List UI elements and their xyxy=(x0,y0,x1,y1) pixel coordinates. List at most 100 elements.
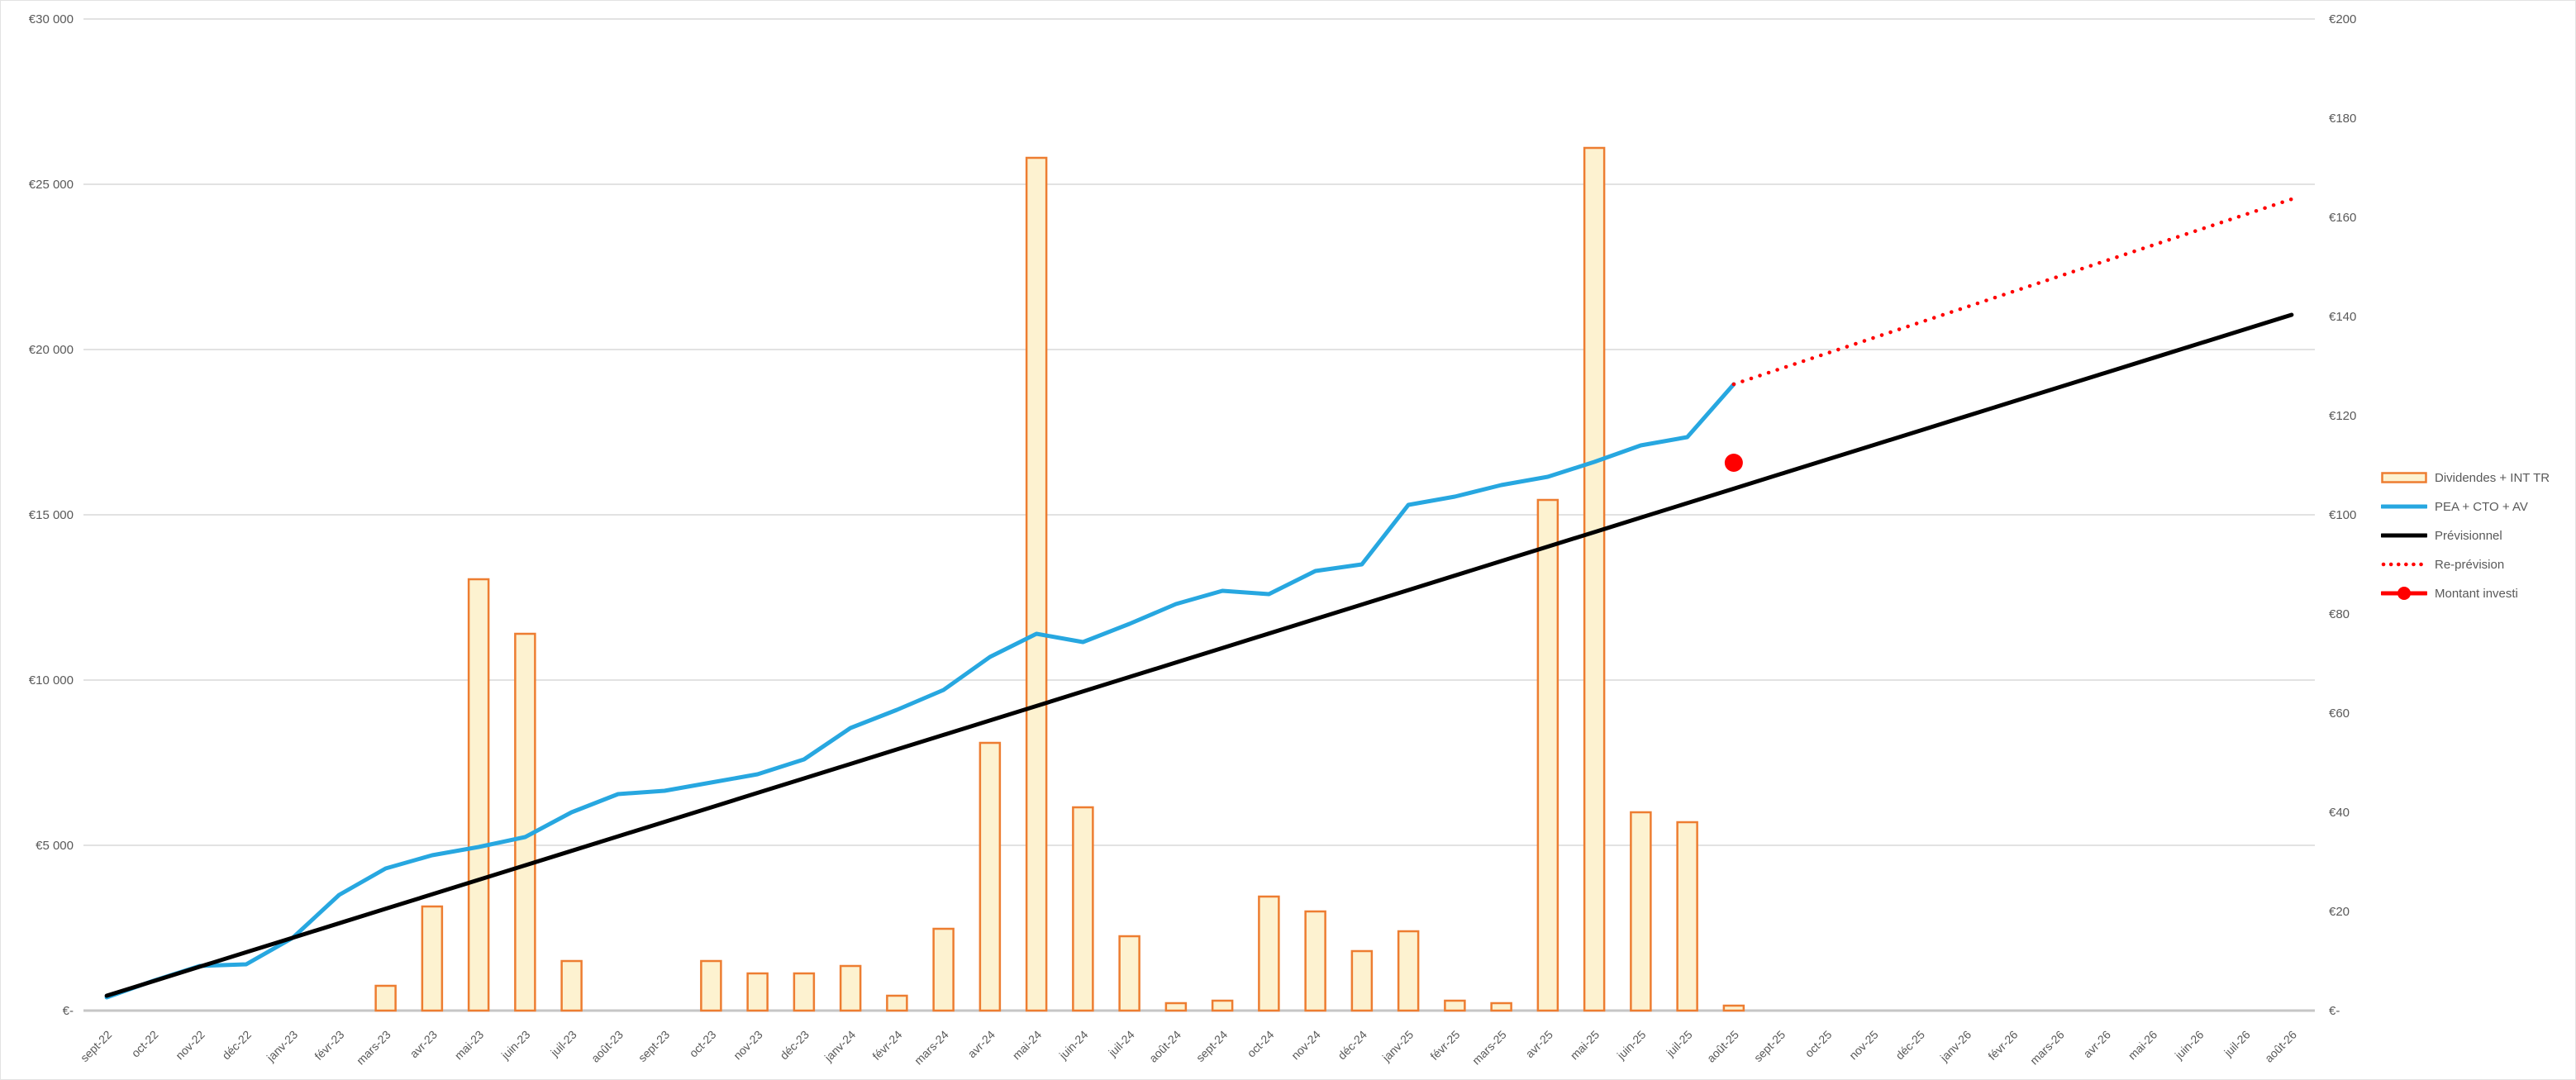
bar-dividendes xyxy=(1722,1004,1745,1012)
y-tick-label-left: €- xyxy=(63,1004,74,1018)
bar-dividendes xyxy=(1676,821,1698,1012)
bar-dividendes xyxy=(839,964,862,1012)
x-tick-label: nov-25 xyxy=(1846,1028,1881,1063)
y-tick-label-right: €60 xyxy=(2329,707,2350,721)
bar-dividendes xyxy=(1490,1001,1512,1012)
bar-dividendes xyxy=(1630,811,1652,1012)
x-tick-label: mars-25 xyxy=(1469,1028,1509,1068)
x-tick-label: déc-23 xyxy=(777,1028,812,1063)
x-tick-label: avr-24 xyxy=(965,1028,998,1061)
bar-dividendes xyxy=(421,905,444,1012)
x-tick-label: août-24 xyxy=(1146,1028,1183,1065)
x-tick-label: juin-26 xyxy=(2172,1028,2207,1063)
x-tick-label: janv-25 xyxy=(1379,1028,1417,1065)
x-tick-label: juil-26 xyxy=(2221,1028,2253,1060)
y-tick-label-right: €40 xyxy=(2329,806,2350,820)
y-tick-label-left: €15 000 xyxy=(29,508,74,522)
x-tick-label: nov-22 xyxy=(173,1028,207,1063)
x-tick-label: juin-23 xyxy=(498,1028,533,1063)
legend-swatch-blue-line-icon xyxy=(2381,504,2427,509)
legend-label: Dividendes + INT TR xyxy=(2435,470,2550,485)
x-tick-label: mai-24 xyxy=(1010,1028,1045,1063)
bar-dividendes xyxy=(467,578,490,1012)
x-tick-label: mars-26 xyxy=(2027,1028,2067,1068)
legend-item-pea-cto-av: PEA + CTO + AV xyxy=(2381,497,2550,516)
legend-label: Montant investi xyxy=(2435,586,2518,601)
x-tick-label: mai-23 xyxy=(452,1028,487,1063)
x-tick-label: juil-23 xyxy=(547,1028,579,1060)
y-tick-label-right: €100 xyxy=(2329,508,2356,522)
y-tick-label-left: €20 000 xyxy=(29,343,74,357)
x-tick-label: juin-24 xyxy=(1056,1028,1091,1063)
legend-item-montant-investi: Montant investi xyxy=(2381,584,2550,602)
legend-swatch-red-marker-line-icon xyxy=(2381,587,2427,600)
bar-dividendes xyxy=(374,984,397,1012)
x-tick-label: déc-22 xyxy=(219,1028,254,1063)
x-tick-label: août-23 xyxy=(588,1028,626,1065)
bar-dividendes xyxy=(1025,156,1048,1012)
x-tick-label: avr-23 xyxy=(407,1028,440,1061)
x-tick-label: juil-24 xyxy=(1105,1028,1137,1060)
y-tick-label-right: €140 xyxy=(2329,310,2356,324)
x-tick-label: oct-23 xyxy=(687,1028,719,1060)
bar-dividendes xyxy=(1583,146,1606,1012)
legend-swatch-red-dotted-line-icon xyxy=(2381,562,2427,567)
bar-dividendes xyxy=(1536,498,1559,1012)
x-tick-label: oct-24 xyxy=(1245,1028,1277,1060)
bar-dividendes xyxy=(1072,806,1094,1012)
x-tick-label: nov-23 xyxy=(731,1028,765,1063)
x-tick-label: mars-23 xyxy=(354,1028,393,1068)
bar-dividendes xyxy=(1211,999,1234,1012)
x-tick-label: août-25 xyxy=(1704,1028,1741,1065)
legend-label: PEA + CTO + AV xyxy=(2435,499,2528,514)
bar-dividendes xyxy=(886,994,908,1012)
x-tick-label: sept-23 xyxy=(636,1028,672,1064)
x-tick-label: sept-25 xyxy=(1751,1028,1788,1064)
x-tick-label: févr-23 xyxy=(312,1028,346,1063)
bar-dividendes xyxy=(700,959,722,1012)
y-tick-label-right: €80 xyxy=(2329,607,2350,621)
y-tick-label-left: €30 000 xyxy=(29,12,74,26)
legend-swatch-bar-icon xyxy=(2381,472,2427,483)
x-tick-label: oct-22 xyxy=(129,1028,161,1060)
bar-dividendes xyxy=(1164,1001,1188,1012)
x-tick-label: déc-25 xyxy=(1893,1028,1927,1063)
x-tick-label: juin-25 xyxy=(1614,1028,1649,1063)
y-tick-label-right: €200 xyxy=(2329,12,2356,26)
legend-item-pr-visionnel: Prévisionnel xyxy=(2381,526,2550,545)
y-tick-label-right: €- xyxy=(2329,1004,2340,1018)
bar-dividendes xyxy=(1397,930,1420,1012)
bar-dividendes xyxy=(1444,999,1466,1012)
chart-legend: Dividendes + INT TR PEA + CTO + AV Prévisi… xyxy=(2381,469,2550,613)
legend-label: Prévisionnel xyxy=(2435,528,2502,543)
x-tick-label: oct-25 xyxy=(1802,1028,1835,1060)
bar-dividendes xyxy=(514,632,536,1012)
x-tick-label: sept-22 xyxy=(78,1028,114,1064)
y-tick-label-left: €5 000 xyxy=(36,839,74,853)
point-montant-investi xyxy=(1724,454,1743,472)
legend-item-re-pr-vision: Re-prévision xyxy=(2381,555,2550,573)
x-tick-label: févr-25 xyxy=(1427,1028,1462,1063)
x-tick-label: juil-25 xyxy=(1663,1028,1695,1060)
x-tick-label: août-26 xyxy=(2262,1028,2299,1065)
bar-dividendes xyxy=(932,927,955,1012)
y-tick-label-right: €180 xyxy=(2329,112,2356,126)
bar-dividendes xyxy=(1258,895,1280,1012)
x-tick-label: janv-23 xyxy=(264,1028,301,1065)
y-tick-label-right: €20 xyxy=(2329,905,2350,919)
y-tick-label-right: €160 xyxy=(2329,211,2356,225)
x-tick-label: mai-25 xyxy=(1568,1028,1602,1063)
x-tick-label: sept-24 xyxy=(1193,1028,1230,1064)
bar-dividendes xyxy=(793,972,816,1012)
x-tick-label: mars-24 xyxy=(912,1028,951,1068)
x-tick-label: mai-26 xyxy=(2126,1028,2160,1063)
bar-dividendes xyxy=(1304,910,1326,1012)
y-tick-label-left: €25 000 xyxy=(29,178,74,192)
y-tick-label-left: €10 000 xyxy=(29,673,74,687)
legend-item-dividendes-int-tr: Dividendes + INT TR xyxy=(2381,469,2550,487)
bar-dividendes xyxy=(560,959,583,1012)
x-tick-label: déc-24 xyxy=(1335,1028,1369,1063)
legend-swatch-black-line-icon xyxy=(2381,533,2427,538)
